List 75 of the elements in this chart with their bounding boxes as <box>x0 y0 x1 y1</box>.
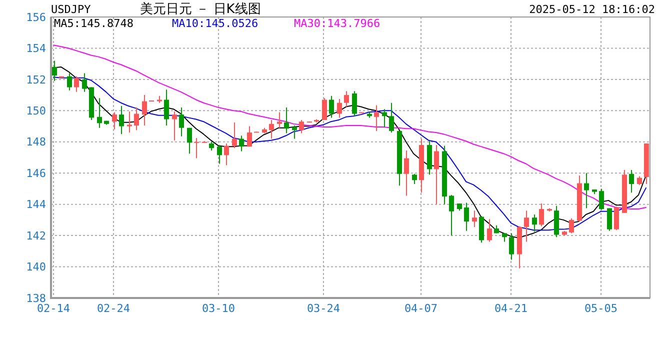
candlestick <box>179 107 184 137</box>
candlestick <box>52 60 57 82</box>
candlestick <box>277 112 282 128</box>
y-tick-label: 154 <box>26 42 46 56</box>
candlestick <box>299 120 304 134</box>
candlestick <box>479 216 484 244</box>
candlestick <box>524 210 529 242</box>
candlestick <box>67 72 72 91</box>
text: MA10:145.0526 <box>172 17 258 30</box>
x-tick-label: 02-24 <box>96 302 130 315</box>
candlestick <box>322 98 327 121</box>
candlestick <box>232 122 237 149</box>
y-tick-label: 148 <box>26 136 46 149</box>
candlestick <box>412 173 417 185</box>
y-tick-label: 152 <box>26 73 46 86</box>
candlestick <box>74 76 79 92</box>
candlestick <box>127 110 132 134</box>
y-tick-label: 146 <box>26 166 46 180</box>
candlestick <box>404 150 409 196</box>
candlestick <box>142 94 147 126</box>
candlestick <box>382 108 387 128</box>
candlestick <box>599 188 604 210</box>
text: 2025-05-12 18:16:02 <box>529 3 655 16</box>
y-tick-label: 144 <box>26 198 46 212</box>
candlestick <box>119 105 124 135</box>
candlestick <box>569 218 574 234</box>
candlestick <box>134 107 139 131</box>
candlestick <box>187 127 192 154</box>
y-tick-label: 142 <box>26 229 46 242</box>
y-tick-label: 156 <box>26 10 46 24</box>
candlestick <box>337 98 342 118</box>
text: MA30:143.7966 <box>294 17 380 30</box>
x-tick-label: 04-21 <box>494 302 528 315</box>
line-series <box>53 44 646 210</box>
candlestick <box>269 120 274 140</box>
candlestick <box>112 112 117 130</box>
candlestick <box>509 232 514 260</box>
candlestick <box>97 98 102 128</box>
candlestick <box>374 104 379 132</box>
candlestick <box>247 126 252 148</box>
candlestick <box>607 208 612 232</box>
candlestick <box>172 110 177 141</box>
y-tick-label: 138 <box>26 292 46 305</box>
candlestick <box>532 214 537 232</box>
candlestick <box>464 202 469 232</box>
y-tick-label: 140 <box>26 260 46 274</box>
candlestick <box>344 90 349 108</box>
candlestick <box>389 102 394 134</box>
candlestick <box>352 90 357 117</box>
candlestick <box>449 194 454 236</box>
candlestick <box>539 203 544 227</box>
candlestick <box>629 169 634 194</box>
candlestick <box>82 72 87 92</box>
candlestick <box>284 107 289 134</box>
y-tick-label: 150 <box>26 104 46 118</box>
text: USDJPY <box>51 3 92 16</box>
x-tick-label: 03-24 <box>306 302 340 315</box>
candlestick <box>329 95 334 118</box>
chart-title: 美元日元 － 日K线图 <box>140 1 261 17</box>
candlestick <box>584 172 589 209</box>
candlestick <box>614 206 619 231</box>
candlestick <box>487 218 492 242</box>
candlestick <box>239 135 244 152</box>
x-tick-label: 05-05 <box>584 302 618 315</box>
x-tick-label: 02-14 <box>36 302 70 315</box>
candlestick <box>217 144 222 164</box>
candlestick <box>434 144 439 205</box>
candlestick <box>164 89 169 126</box>
text: MA5:145.8748 <box>54 17 134 30</box>
candlestick <box>194 137 199 159</box>
candlestick <box>472 210 477 228</box>
x-tick-label: 04-07 <box>404 302 438 315</box>
candlestick <box>292 124 297 140</box>
x-tick-label: 03-10 <box>202 302 236 315</box>
candlestick <box>224 142 229 166</box>
